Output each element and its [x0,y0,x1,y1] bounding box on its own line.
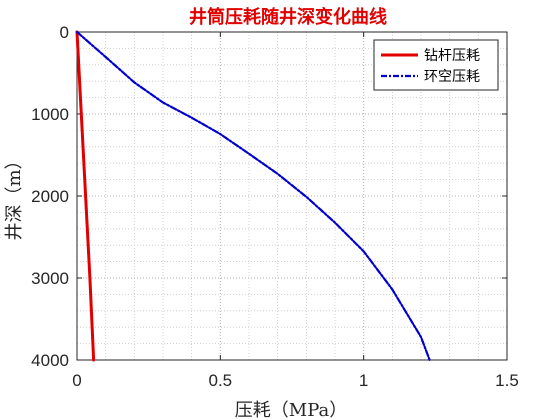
x-tick-label: 1 [359,371,368,390]
series-layer [75,30,431,362]
x-tick-label: 1.5 [495,371,519,390]
legend-label-drillpipe: 钻杆压耗 [424,48,480,64]
legend: 钻杆压耗 环空压耗 [373,39,499,91]
axes: 0 0.5 1 1.5 0 1000 2000 3000 4000 [31,23,519,390]
chart-title: 井筒压耗随井深变化曲线 [189,6,387,28]
y-tick-label: 4000 [31,351,69,370]
series-line-drillpipe [75,30,96,362]
legend-label-annulus: 环空压耗 [424,69,480,85]
x-axis-label: 压耗（MPa） [235,400,347,420]
x-tick-label: 0 [72,371,81,390]
legend-box [373,39,499,91]
y-tick-label: 1000 [31,105,69,124]
y-tick-label: 2000 [31,187,69,206]
y-tick-label: 0 [60,23,69,42]
series-line-annulus [75,30,431,362]
y-axis-label: 井深（m） [4,151,25,240]
y-tick-label: 3000 [31,269,69,288]
x-tick-label: 0.5 [209,371,233,390]
